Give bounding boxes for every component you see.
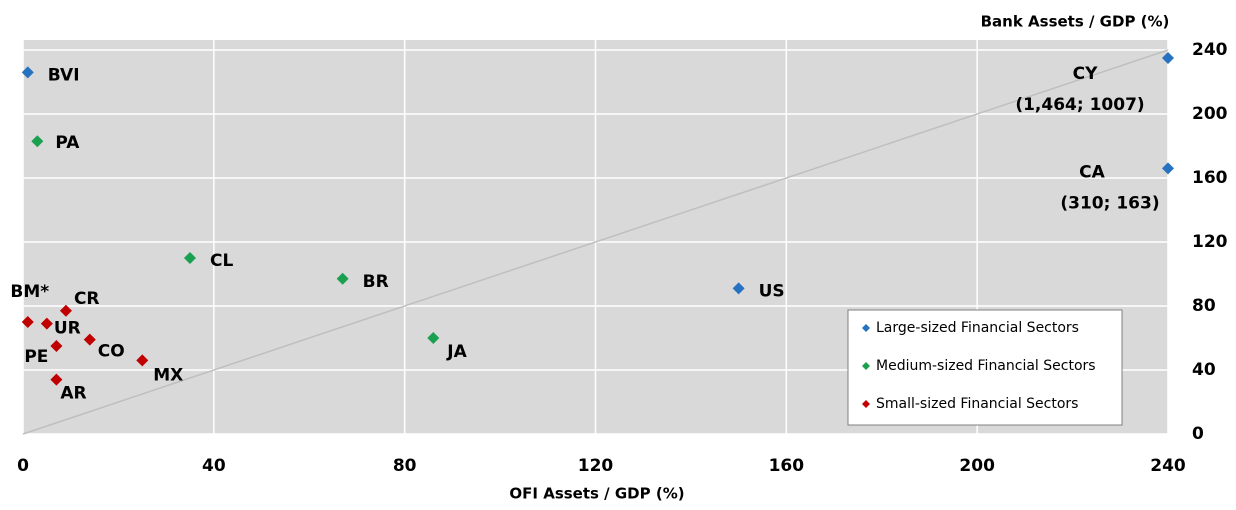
legend-marker: [862, 400, 870, 408]
data-point: [50, 373, 63, 386]
point-label: BR: [363, 272, 389, 292]
data-point: [427, 332, 440, 344]
data-point: [50, 340, 63, 352]
legend-label: Small-sized Financial Sectors: [876, 396, 1078, 412]
point-label: CO: [98, 342, 125, 362]
y-tick-label: 240: [1192, 40, 1228, 60]
x-tick-label: 0: [17, 456, 29, 476]
point-label: CL: [210, 251, 233, 271]
x-tick-label: 240: [1150, 456, 1186, 476]
y-tick-label: 40: [1192, 360, 1216, 380]
y-tick-label: 120: [1192, 232, 1228, 252]
point-label: JA: [446, 342, 467, 362]
point-label: CA: [1079, 162, 1105, 182]
data-point: [1162, 162, 1174, 175]
legend-label: Medium-sized Financial Sectors: [876, 358, 1096, 374]
data-point: [1162, 52, 1174, 64]
data-point: [732, 282, 745, 295]
point-label: CY: [1073, 64, 1098, 84]
data-point: [336, 272, 349, 285]
x-tick-label: 160: [769, 456, 805, 476]
y-tick-label: 160: [1192, 168, 1228, 188]
point-label: PE: [24, 347, 48, 367]
y-tick-label: 80: [1192, 296, 1216, 316]
point-label: US: [759, 281, 785, 301]
point-label: UR: [54, 319, 81, 339]
point-label: CR: [74, 289, 100, 309]
x-tick-label: 40: [202, 456, 226, 476]
legend-marker: [862, 324, 870, 332]
data-point: [136, 354, 149, 367]
x-tick-label: 200: [959, 456, 995, 476]
data-point: [21, 316, 34, 328]
data-point: [83, 333, 96, 346]
data-point: [31, 135, 44, 148]
y-tick-label: 0: [1192, 424, 1204, 444]
point-annotation: (1,464; 1007): [1015, 95, 1144, 115]
x-tick-label: 80: [393, 456, 417, 476]
reference-line: [22, 49, 1169, 435]
point-label: BVI: [48, 65, 80, 85]
point-annotation: (310; 163): [1060, 193, 1159, 213]
data-point: [183, 252, 196, 264]
legend-box: [847, 309, 1123, 426]
point-label: MX: [153, 365, 183, 385]
data-point: [40, 317, 53, 330]
x-axis-title: OFI Assets / GDP (%): [509, 485, 684, 503]
legend-label: Large-sized Financial Sectors: [876, 320, 1079, 336]
y-axis-title: Bank Assets / GDP (%): [981, 13, 1170, 31]
x-tick-label: 120: [578, 456, 614, 476]
data-point: [21, 66, 34, 79]
point-label: PA: [55, 133, 80, 153]
point-label: BM*: [10, 282, 49, 302]
y-tick-label: 200: [1192, 104, 1228, 124]
legend-marker: [862, 362, 870, 370]
point-label: AR: [60, 384, 86, 404]
data-point: [59, 304, 72, 317]
